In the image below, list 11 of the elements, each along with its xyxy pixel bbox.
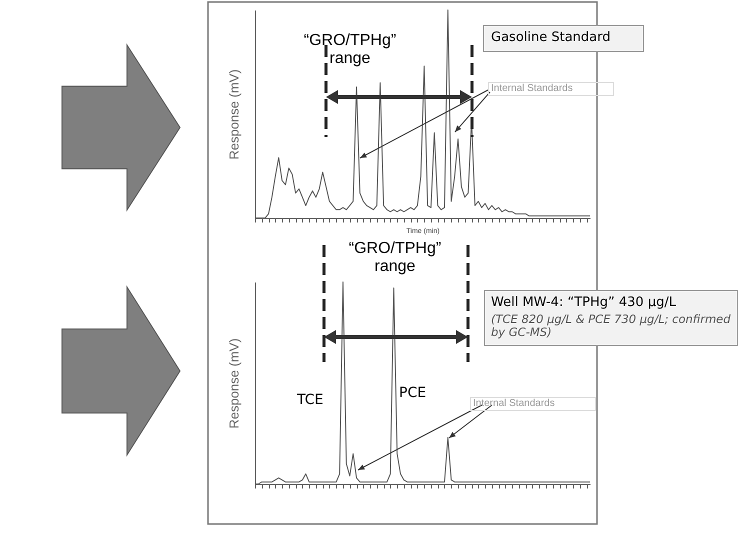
annotation: PCE [399,385,428,402]
annotation: (TCE 820 µg/L & PCE 730 µg/L; confirmed by GC-MS) [491,312,731,340]
annotation: Gasoline Standard [483,25,644,52]
text: “GRO/TPHg” range [348,240,442,277]
y-axis-title: Response (mV) [226,69,242,160]
annotation: Well MW-4: “TPHg” 430 µg/L [491,295,677,312]
annotation: TCE [297,392,324,408]
annotation: Internal Standards [470,397,596,410]
annotation: Internal Standards [488,82,614,96]
y-axis-title: Response (mV) [226,338,242,429]
annotation: “GRO/TPHg” range [302,32,398,69]
